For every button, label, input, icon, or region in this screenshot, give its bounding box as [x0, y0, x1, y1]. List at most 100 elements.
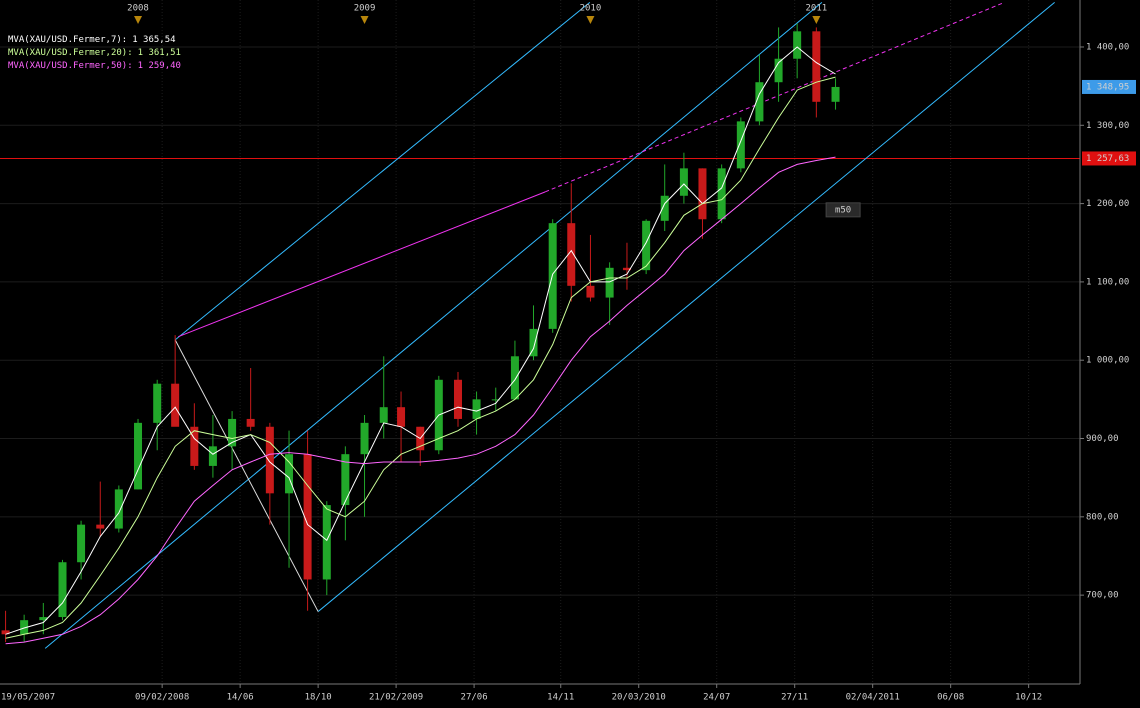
legend-name: MVA(XAU/USD.Fermer,50): [8, 61, 133, 71]
legend-value: 1 259,40 [138, 61, 181, 71]
x-tick-label: 21/02/2009 [369, 693, 423, 703]
x-tick-label: 24/07 [703, 693, 730, 703]
candle-body [491, 399, 500, 401]
x-tick-label: 14/11 [547, 693, 574, 703]
x-tick-label: 27/11 [781, 693, 808, 703]
annotation-box [825, 202, 861, 218]
y-tick-label: 700,00 [1086, 591, 1119, 601]
year-label: 2008 [127, 4, 149, 14]
year-marker [586, 16, 595, 24]
candle-body [246, 418, 255, 427]
legend-value: 1 361,51 [138, 48, 181, 58]
trendline [174, 339, 319, 612]
year-label: 2009 [354, 4, 376, 14]
price-tag-label: 1 348,95 [1086, 82, 1129, 92]
candle-body [622, 267, 631, 271]
candle-body [303, 454, 312, 580]
year-marker [134, 16, 143, 24]
axes: 700,00 800,00 900,00 1 000,00 1 100,00 1 200,… [1, 4, 1136, 703]
candle-body [190, 426, 199, 466]
candle-body [717, 168, 726, 220]
candle-body [510, 356, 519, 400]
candle-body [736, 121, 745, 169]
candle-body [472, 399, 481, 419]
y-tick-label: 1 200,00 [1086, 199, 1129, 209]
y-tick-label: 1 000,00 [1086, 356, 1129, 366]
legend-entry: MVA(XAU/USD.Fermer,50): 1 259,40 [8, 61, 181, 71]
x-tick-label: 09/02/2008 [135, 693, 189, 703]
candle-body [567, 223, 576, 286]
x-tick-label: 19/05/2007 [1, 693, 55, 703]
trendline [44, 1, 823, 649]
candle-body [397, 407, 406, 427]
annotation-text: m50 [835, 205, 851, 215]
x-tick-label: 06/08 [937, 693, 964, 703]
plot: m50 [0, 1, 1080, 649]
legend-value: 1 365,54 [132, 35, 175, 45]
candle-body [322, 505, 331, 580]
trendline [178, 191, 546, 338]
moving-average-line [5, 46, 836, 635]
candle-body [1, 630, 10, 635]
candle-body [642, 220, 651, 271]
year-marker [812, 16, 821, 24]
candle-body [529, 328, 538, 357]
candle-body [755, 82, 764, 122]
candle-body [453, 379, 462, 419]
x-tick-label: 02/04/2011 [846, 693, 900, 703]
year-label: 2011 [806, 4, 828, 14]
candle-body [341, 454, 350, 506]
legend-name: MVA(XAU/USD.Fermer,7): [8, 35, 127, 45]
x-tick-label: 20/03/2010 [612, 693, 666, 703]
candle-body [39, 617, 48, 621]
legend-entry: MVA(XAU/USD.Fermer,7): 1 365,54 [8, 35, 176, 45]
moving-average-line [5, 156, 836, 645]
candle-body [586, 285, 595, 298]
x-tick-label: 27/06 [461, 693, 488, 703]
x-tick-label: 18/10 [305, 693, 332, 703]
year-label: 2010 [580, 4, 602, 14]
year-marker [360, 16, 369, 24]
y-tick-label: 800,00 [1086, 512, 1119, 522]
candle-body [679, 168, 688, 196]
price-tag-label: 1 257,63 [1086, 154, 1129, 164]
legend: MVA(XAU/USD.Fermer,7): 1 365,54MVA(XAU/US… [8, 35, 181, 71]
trendline [545, 1, 1005, 193]
grid [0, 0, 1080, 684]
candle-body [698, 168, 707, 220]
y-tick-label: 1 300,00 [1086, 121, 1129, 131]
candle-body [171, 383, 180, 427]
trendline [317, 1, 1055, 612]
trendline [174, 1, 591, 341]
candle-body [96, 524, 105, 529]
candle-body [831, 86, 840, 102]
candle-body [153, 383, 162, 423]
legend-name: MVA(XAU/USD.Fermer,20): [8, 48, 133, 58]
candle-body [77, 524, 86, 563]
candle-body [265, 426, 274, 494]
candle-body [20, 620, 29, 635]
candle-body [114, 489, 123, 529]
moving-average-line [5, 76, 836, 639]
candle-body [774, 58, 783, 83]
x-tick-label: 14/06 [227, 693, 254, 703]
x-tick-label: 10/12 [1015, 693, 1042, 703]
candle-body [812, 31, 821, 102]
y-tick-label: 1 400,00 [1086, 42, 1129, 52]
y-tick-label: 1 100,00 [1086, 277, 1129, 287]
candle-body [660, 195, 669, 221]
candle-body [134, 422, 143, 490]
y-tick-label: 900,00 [1086, 434, 1119, 444]
candle-body [379, 407, 388, 423]
candle-body [208, 446, 217, 466]
candle-body [605, 267, 614, 298]
price-tag [1082, 79, 1136, 94]
candle-body [58, 562, 67, 618]
candle-body [360, 422, 369, 455]
candle-body [285, 454, 294, 494]
legend-entry: MVA(XAU/USD.Fermer,20): 1 361,51 [8, 48, 181, 58]
candle-body [793, 31, 802, 59]
